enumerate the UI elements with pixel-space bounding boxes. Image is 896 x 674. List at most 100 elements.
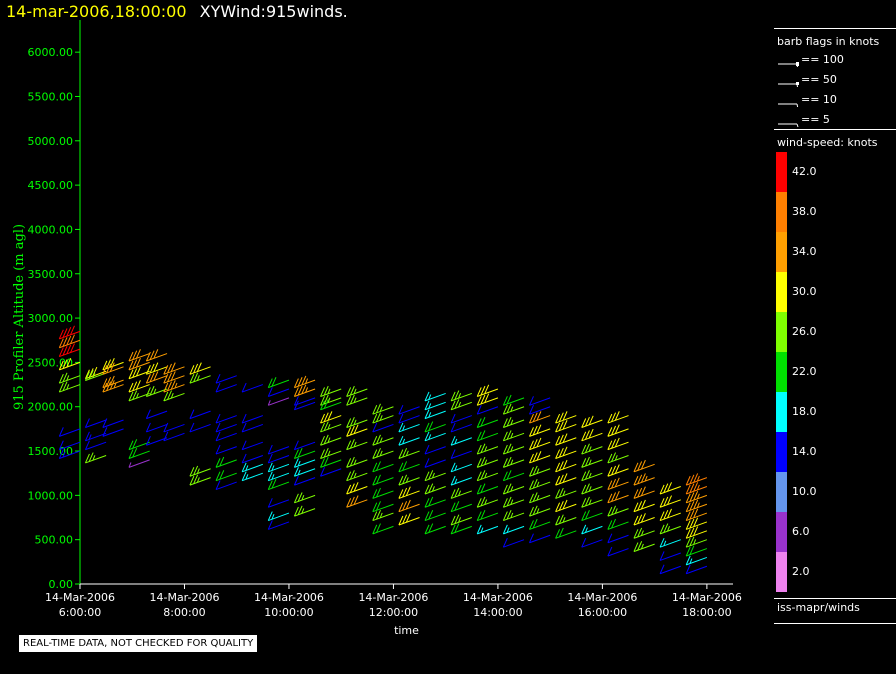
- barb-half-flag: [66, 384, 70, 390]
- barb-staff: [59, 428, 81, 437]
- barb-staff: [128, 459, 150, 468]
- barb-flag: [450, 515, 456, 526]
- barb-half-flag: [536, 481, 540, 488]
- barb-flag: [293, 493, 299, 504]
- barb-staff: [163, 375, 185, 384]
- wind-barb: [84, 366, 107, 380]
- barb-staff: [659, 525, 681, 535]
- barb-flag: [353, 482, 359, 492]
- barb-half-flag: [153, 388, 157, 394]
- barb-flag: [480, 470, 486, 480]
- barb-flag: [637, 461, 643, 471]
- barb-half-flag: [379, 415, 383, 421]
- wind-barb: [128, 459, 150, 468]
- barb-staff: [450, 423, 472, 433]
- wind-barb: [346, 482, 368, 495]
- wind-barb: [607, 437, 629, 451]
- barb-staff: [633, 543, 655, 553]
- barb-flag: [659, 564, 665, 574]
- barb-flag: [145, 436, 151, 446]
- barb-half-flag: [510, 486, 514, 492]
- x-tick-date: 14-Mar-2006: [254, 591, 324, 604]
- barb-flag: [193, 465, 199, 476]
- barb-staff: [503, 419, 525, 428]
- barb-staff: [581, 499, 603, 508]
- wind-barb: [659, 482, 681, 495]
- barb-flag: [163, 365, 169, 375]
- barb-flag: [346, 458, 352, 468]
- barb-legend-label: == 100: [801, 53, 844, 66]
- barb-flag: [70, 343, 75, 353]
- barb-flag: [346, 387, 352, 397]
- colorbar-swatch: [776, 512, 787, 552]
- wind-barb: [581, 470, 603, 482]
- barb-flag: [633, 529, 639, 539]
- barb-flag: [428, 496, 434, 507]
- wind-barb: [529, 451, 551, 464]
- barb-half-flag: [696, 493, 700, 499]
- wind-barb: [145, 422, 168, 433]
- barb-staff: [372, 512, 394, 522]
- barb-staff: [59, 450, 81, 459]
- barb-half-flag: [353, 472, 357, 479]
- barb-flag: [506, 470, 512, 480]
- barb-half-flag: [66, 375, 70, 381]
- barb-flag: [376, 434, 381, 445]
- wind-barb: [529, 437, 551, 451]
- legend-separator: [774, 28, 896, 29]
- barb-staff: [294, 468, 316, 477]
- barb-flag: [346, 427, 352, 437]
- wind-barb: [450, 501, 472, 513]
- barb-staff: [268, 388, 290, 397]
- barb-flag: [320, 387, 325, 397]
- wind-barb: [215, 382, 237, 393]
- wind-barb: [502, 524, 525, 535]
- barb-staff: [529, 397, 551, 406]
- barb-flag: [502, 484, 508, 495]
- barb-flag: [106, 359, 112, 369]
- barb-flag: [301, 384, 307, 394]
- barb-flag: [532, 439, 538, 449]
- barb-legend-item: == 50: [777, 73, 837, 91]
- barb-flag: [450, 475, 456, 486]
- barb-staff: [398, 415, 420, 424]
- barb-staff: [555, 415, 577, 424]
- barb-flag: [685, 546, 691, 557]
- barb-flag: [402, 514, 408, 524]
- barb-flag: [480, 394, 486, 405]
- barb-flag: [424, 484, 430, 495]
- barb-half-flag: [327, 450, 331, 457]
- colorbar-label: 18.0: [792, 405, 817, 418]
- barb-staff: [633, 490, 655, 499]
- wind-barb: [241, 462, 264, 473]
- barb-legend-label: == 10: [801, 93, 837, 106]
- barb-flag: [323, 447, 329, 458]
- colorbar-swatch: [776, 272, 787, 312]
- quality-warning: REAL-TIME DATA, NOT CHECKED FOR QUALITY: [19, 635, 258, 652]
- barb-staff: [686, 477, 708, 486]
- barb-staff: [529, 428, 551, 437]
- barb-staff: [581, 419, 603, 428]
- barb-flag: [402, 447, 408, 458]
- barb-flag: [405, 513, 411, 523]
- barb-flag: [346, 471, 352, 481]
- wind-barb: [685, 526, 708, 539]
- barb-half-flag: [458, 490, 462, 496]
- wind-barb: [189, 422, 211, 433]
- barb-flag: [614, 437, 620, 448]
- barb-staff: [128, 441, 150, 451]
- wind-barb: [424, 431, 446, 442]
- barb-flag: [398, 404, 404, 415]
- barb-flag: [349, 385, 355, 396]
- wind-barb: [346, 424, 368, 437]
- barb-flag: [267, 453, 273, 464]
- barb-staff: [607, 534, 629, 544]
- barb-staff: [85, 419, 107, 428]
- barb-half-flag: [327, 397, 331, 403]
- barb-staff: [59, 441, 81, 451]
- barb-staff: [372, 463, 394, 473]
- barb-staff: [529, 521, 551, 530]
- barb-staff: [241, 441, 264, 451]
- y-tick-label: 1000.00: [28, 489, 74, 502]
- wind-barb: [128, 366, 150, 380]
